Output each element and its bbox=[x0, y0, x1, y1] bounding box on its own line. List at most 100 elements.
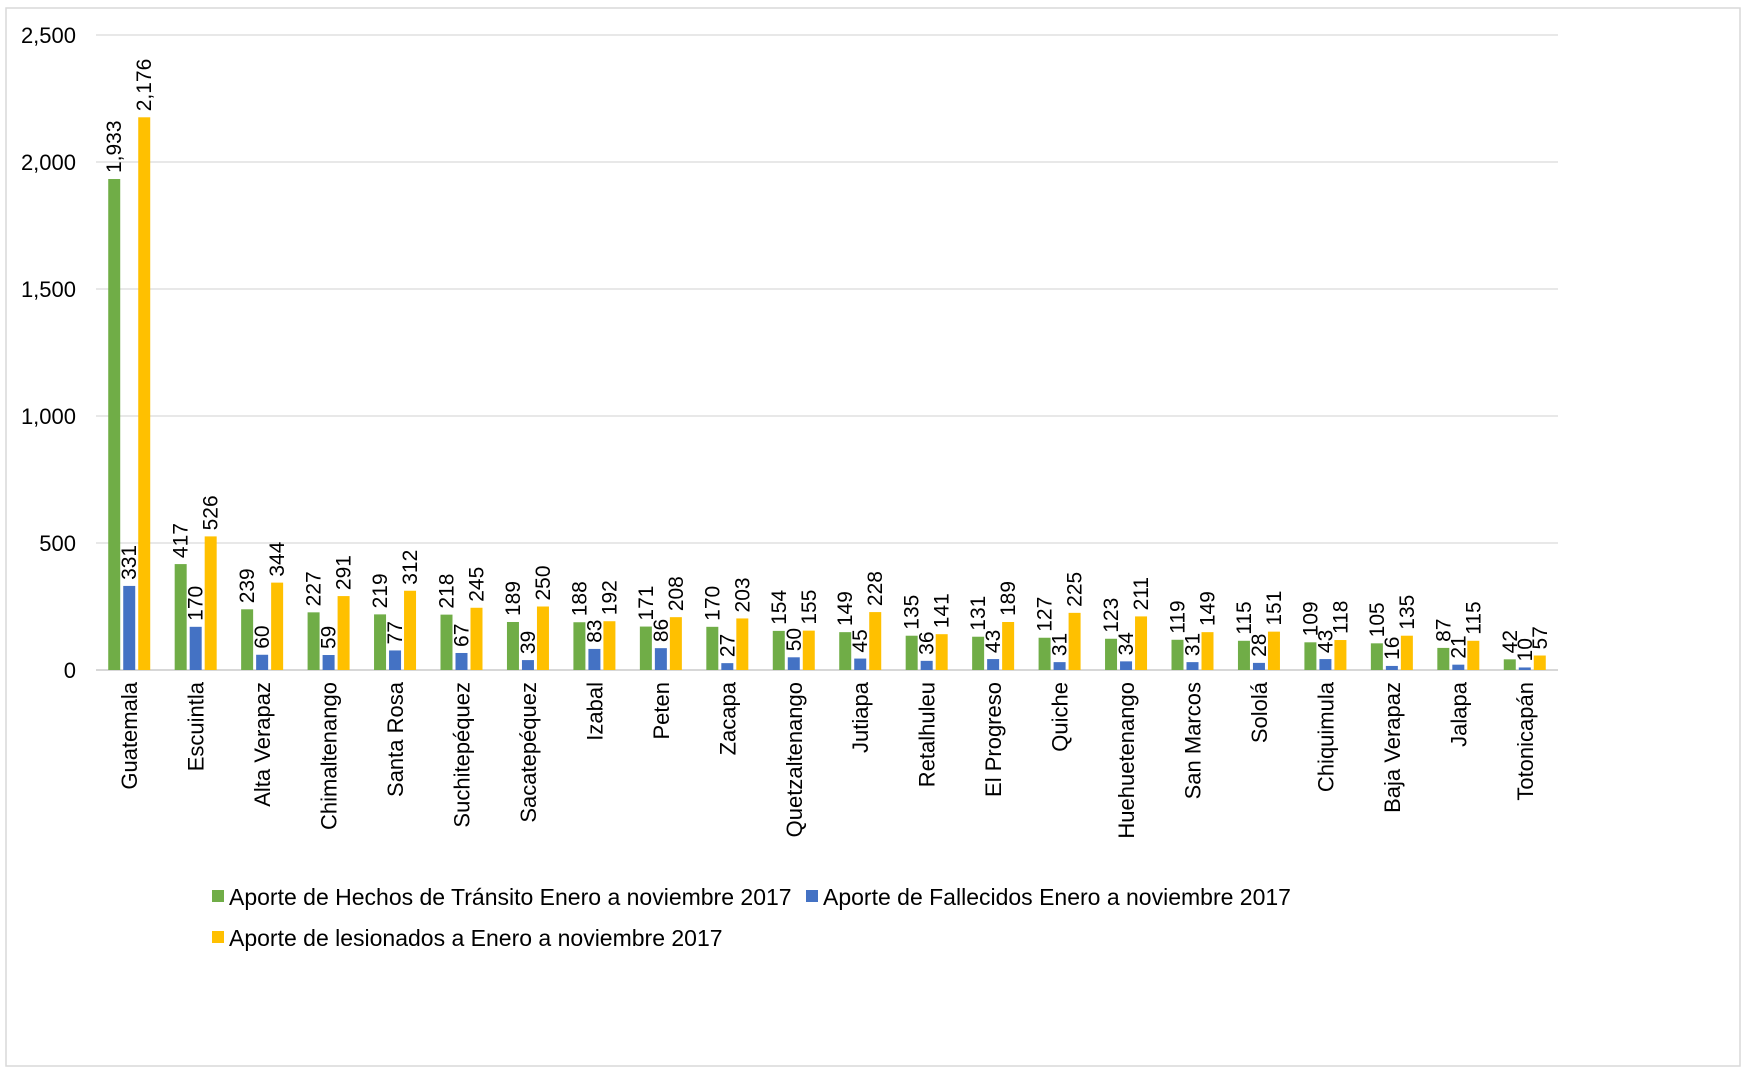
data-label: 43 bbox=[1314, 630, 1337, 653]
legend-label: Aporte de Fallecidos Enero a noviembre 2… bbox=[823, 884, 1291, 910]
bar-jalapa-series-1 bbox=[1437, 647, 1450, 670]
data-label: 344 bbox=[266, 541, 289, 576]
data-label: 245 bbox=[466, 567, 489, 602]
legend-swatch bbox=[806, 890, 818, 902]
data-labels: 1,9333312,176417170526239603442275929121… bbox=[103, 59, 1552, 662]
bar-retalhuleu-series-1 bbox=[905, 635, 918, 670]
y-tick-label: 0 bbox=[64, 658, 76, 683]
data-label: 211 bbox=[1130, 577, 1153, 610]
data-label: 154 bbox=[768, 590, 791, 625]
bar-totonicapán-series-1 bbox=[1503, 659, 1516, 670]
data-label: 115 bbox=[1462, 601, 1485, 634]
y-tick-label: 2,500 bbox=[21, 23, 76, 48]
x-category-label: El Progreso bbox=[981, 682, 1006, 797]
bar-san-marcos-series-3 bbox=[1201, 632, 1214, 670]
bar-zacapa-series-2 bbox=[721, 663, 734, 670]
data-label: 331 bbox=[118, 545, 141, 580]
x-category-label: Retalhuleu bbox=[915, 682, 940, 787]
legend: Aporte de Hechos de Tránsito Enero a nov… bbox=[212, 884, 1291, 951]
bar-suchitepéquez-series-3 bbox=[470, 607, 483, 670]
data-label: 131 bbox=[967, 596, 990, 631]
bar-baja-verapaz-series-1 bbox=[1370, 643, 1383, 670]
bar-chiquimula-series-2 bbox=[1319, 659, 1332, 670]
data-label: 39 bbox=[517, 631, 540, 654]
data-label: 149 bbox=[1197, 591, 1220, 626]
x-category-label: Izabal bbox=[582, 682, 607, 741]
data-label: 119 bbox=[1167, 600, 1190, 633]
bar-huehuetenango-series-3 bbox=[1135, 616, 1148, 670]
data-label: 208 bbox=[665, 576, 688, 611]
data-label: 239 bbox=[236, 568, 259, 603]
x-category-label: Quetzaltenango bbox=[782, 682, 807, 837]
legend-label: Aporte de lesionados a Enero a noviembre… bbox=[229, 925, 723, 951]
x-category-label: Jalapa bbox=[1446, 681, 1471, 747]
x-category-label: Baja Verapaz bbox=[1380, 682, 1405, 813]
bars bbox=[108, 117, 1546, 670]
data-label: 135 bbox=[1396, 595, 1419, 630]
x-category-label: Quiche bbox=[1048, 682, 1073, 752]
bar-quiche-series-2 bbox=[1053, 662, 1066, 670]
data-label: 141 bbox=[931, 593, 954, 628]
data-label: 526 bbox=[200, 495, 223, 530]
bar-suchitepéquez-series-1 bbox=[440, 614, 453, 670]
data-label: 123 bbox=[1100, 598, 1123, 633]
data-label: 170 bbox=[701, 586, 724, 621]
data-label: 291 bbox=[333, 555, 356, 590]
bar-jutiapa-series-3 bbox=[869, 612, 882, 670]
data-label: 21 bbox=[1447, 635, 1470, 658]
data-label: 188 bbox=[568, 581, 591, 616]
data-label: 170 bbox=[185, 586, 208, 621]
data-label: 28 bbox=[1248, 634, 1271, 657]
bar-guatemala-series-1 bbox=[108, 179, 121, 670]
bar-sacatepéquez-series-3 bbox=[536, 606, 549, 670]
bar-escuintla-series-2 bbox=[189, 626, 202, 670]
data-label: 57 bbox=[1529, 626, 1552, 649]
bar-izabal-series-2 bbox=[588, 648, 601, 670]
data-label: 250 bbox=[532, 565, 555, 600]
data-label: 118 bbox=[1329, 601, 1352, 634]
bar-retalhuleu-series-2 bbox=[920, 660, 933, 670]
bar-el-progreso-series-2 bbox=[987, 659, 1000, 670]
data-label: 171 bbox=[635, 586, 658, 621]
bar-izabal-series-1 bbox=[573, 622, 586, 670]
data-label: 115 bbox=[1233, 601, 1256, 634]
bar-baja-verapaz-series-2 bbox=[1385, 665, 1398, 670]
data-label: 219 bbox=[369, 573, 392, 608]
bar-alta-verapaz-series-1 bbox=[241, 609, 254, 670]
y-tick-label: 1,500 bbox=[21, 277, 76, 302]
data-label: 67 bbox=[451, 624, 474, 647]
bar-totonicapán-series-3 bbox=[1533, 655, 1546, 670]
data-label: 105 bbox=[1366, 602, 1389, 637]
bar-sololá-series-3 bbox=[1267, 631, 1280, 670]
legend-swatch bbox=[212, 890, 224, 902]
data-label: 225 bbox=[1064, 572, 1087, 607]
x-category-label: Totonicapán bbox=[1513, 682, 1538, 801]
bar-guatemala-series-3 bbox=[138, 117, 151, 670]
legend-swatch bbox=[212, 931, 224, 943]
x-category-label: Sacatepéquez bbox=[516, 682, 541, 823]
bar-sacatepéquez-series-1 bbox=[506, 621, 519, 670]
bar-retalhuleu-series-3 bbox=[935, 634, 948, 670]
data-label: 192 bbox=[598, 580, 621, 615]
x-category-label: San Marcos bbox=[1181, 682, 1206, 799]
data-label: 87 bbox=[1432, 619, 1455, 642]
legend-label: Aporte de Hechos de Tránsito Enero a nov… bbox=[229, 884, 792, 910]
x-category-label: Huehuetenango bbox=[1114, 682, 1139, 839]
bar-guatemala-series-2 bbox=[123, 585, 136, 670]
bar-izabal-series-3 bbox=[603, 621, 616, 670]
data-label: 312 bbox=[399, 550, 422, 585]
bar-santa-rosa-series-2 bbox=[389, 650, 402, 670]
data-label: 10 bbox=[1514, 638, 1537, 661]
data-label: 127 bbox=[1034, 597, 1057, 632]
x-category-label: Sololá bbox=[1247, 681, 1272, 743]
data-label: 60 bbox=[251, 625, 274, 648]
bar-chimaltenango-series-1 bbox=[307, 612, 320, 670]
bar-el-progreso-series-3 bbox=[1002, 621, 1015, 670]
data-label: 189 bbox=[502, 581, 525, 616]
x-category-label: Jutiapa bbox=[848, 681, 873, 753]
bar-baja-verapaz-series-3 bbox=[1400, 635, 1413, 670]
data-label: 77 bbox=[384, 621, 407, 644]
bar-zacapa-series-1 bbox=[706, 626, 719, 670]
